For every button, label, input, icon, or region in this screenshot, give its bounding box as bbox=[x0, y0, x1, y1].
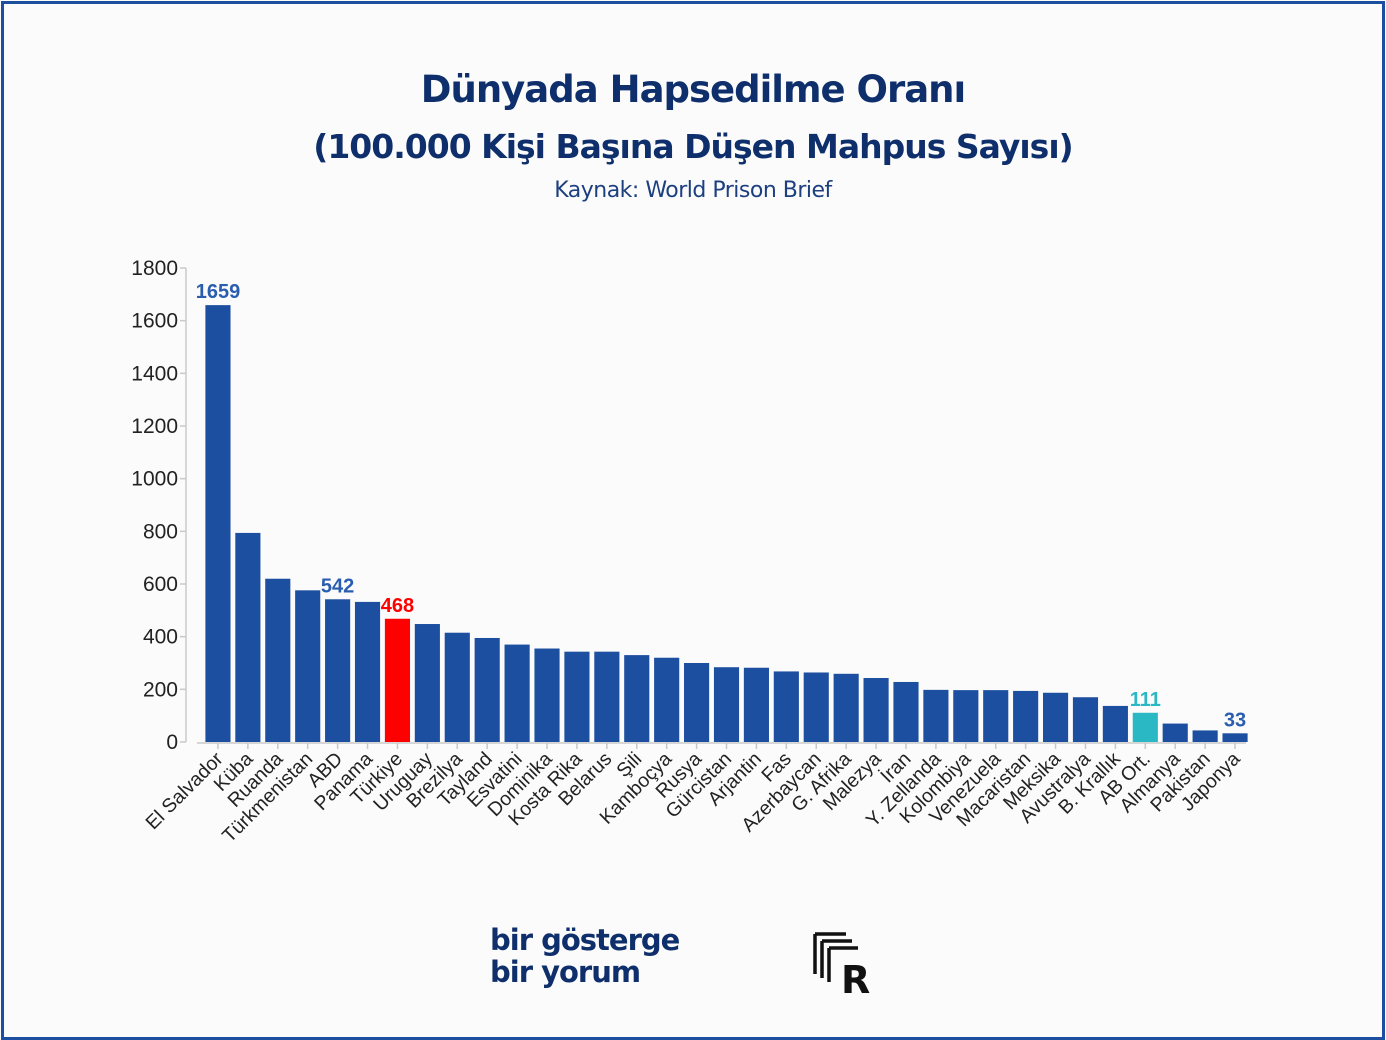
bar bbox=[295, 590, 321, 742]
bar bbox=[1162, 723, 1188, 742]
y-tick-label: 0 bbox=[166, 731, 178, 754]
bar bbox=[265, 578, 291, 742]
chart-source: Kaynak: World Prison Brief bbox=[554, 178, 832, 203]
bar bbox=[1102, 705, 1128, 742]
bar bbox=[863, 678, 889, 742]
bar bbox=[773, 671, 799, 742]
x-tick-label: El Salvador bbox=[141, 748, 227, 834]
bar bbox=[384, 618, 411, 742]
y-tick-label: 800 bbox=[143, 520, 178, 543]
bar bbox=[594, 651, 620, 742]
bar bbox=[1222, 733, 1248, 742]
y-tick-label: 1200 bbox=[131, 415, 178, 438]
data-label: 1659 bbox=[196, 281, 241, 303]
bar bbox=[1013, 690, 1039, 742]
bar bbox=[504, 644, 530, 742]
data-label: 542 bbox=[321, 575, 354, 597]
y-tick-label: 400 bbox=[143, 626, 178, 649]
bar bbox=[325, 599, 351, 742]
r-logo-letter: R bbox=[841, 958, 870, 996]
bar bbox=[953, 690, 979, 742]
bar bbox=[444, 632, 470, 742]
bar bbox=[654, 657, 680, 742]
bar bbox=[684, 663, 710, 742]
brand-line-1: bir gösterge bbox=[490, 923, 680, 957]
y-tick-label: 1400 bbox=[131, 362, 178, 385]
bar bbox=[713, 667, 740, 742]
bar bbox=[1132, 712, 1158, 742]
data-label: 33 bbox=[1224, 709, 1246, 731]
y-tick-label: 1000 bbox=[131, 468, 178, 491]
bar bbox=[235, 532, 261, 742]
bar bbox=[474, 637, 500, 742]
bar bbox=[205, 305, 231, 742]
bar bbox=[923, 689, 949, 742]
bar bbox=[1192, 730, 1218, 742]
bar bbox=[983, 690, 1009, 742]
data-label: 111 bbox=[1130, 689, 1161, 711]
chart-subtitle: (100.000 Kişi Başına Düşen Mahpus Sayısı… bbox=[313, 127, 1073, 166]
bar bbox=[414, 624, 440, 742]
y-tick-label: 1600 bbox=[131, 310, 178, 333]
bar bbox=[564, 651, 590, 742]
y-tick-label: 200 bbox=[143, 678, 178, 701]
bar bbox=[743, 667, 769, 742]
bar bbox=[833, 673, 859, 742]
r-logo-icon: R bbox=[813, 932, 870, 996]
bar bbox=[624, 655, 650, 742]
bar bbox=[1072, 697, 1099, 742]
y-tick-label: 600 bbox=[143, 573, 178, 596]
bar bbox=[803, 672, 829, 742]
bar bbox=[354, 601, 381, 742]
bar bbox=[534, 648, 560, 742]
bar bbox=[1042, 692, 1069, 742]
brand-wordmark: bir gösterge bir yorum bbox=[490, 923, 680, 989]
chart-title: Dünyada Hapsedilme Oranı bbox=[420, 68, 966, 111]
brand-line-2: bir yorum bbox=[490, 955, 641, 989]
bar bbox=[893, 681, 919, 742]
data-label: 468 bbox=[381, 595, 414, 617]
y-tick-label: 1800 bbox=[131, 257, 178, 280]
